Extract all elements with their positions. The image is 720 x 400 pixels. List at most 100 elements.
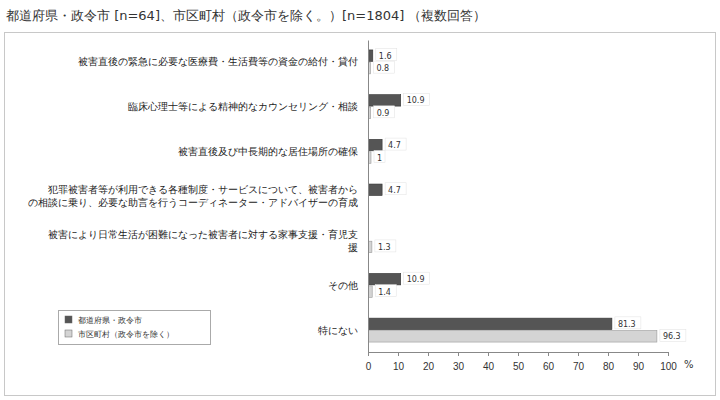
- data-label-box: [375, 285, 396, 297]
- legend: 都道府県・政令市市区町村（政令市を除く）: [59, 311, 211, 345]
- title: 都道府県・政令市 [n=64]、市区町村（政令市を除く。）[n=1804] （複…: [6, 8, 486, 23]
- data-label: 4.7: [388, 141, 401, 150]
- y-tick-label-line: 特にない: [318, 325, 358, 336]
- data-label: 1.4: [378, 288, 391, 297]
- legend-entry: 市区町村（政令市を除く）: [78, 330, 174, 339]
- x-tick-mark: [668, 352, 669, 356]
- x-tick-label: 0: [366, 361, 372, 372]
- y-tick: 特にない: [318, 325, 368, 336]
- y-tick-label-line: 被害直後及び中長期的な居住場所の確保: [178, 146, 358, 157]
- data-label-box: [404, 272, 430, 284]
- data-label: 96.3: [663, 332, 681, 341]
- y-tick: 被害直後の緊急に必要な医療費・生活費等の資金の給付・貸付: [78, 56, 368, 67]
- x-tick-label: 90: [633, 361, 645, 372]
- bar: [368, 184, 382, 195]
- data-label: 0.8: [376, 64, 389, 73]
- y-tick-label: 被害直後の緊急に必要な医療費・生活費等の資金の給付・貸付: [78, 56, 358, 67]
- series-bars: [368, 62, 657, 342]
- data-label: 1.6: [379, 52, 392, 61]
- x-tick-label: 30: [453, 361, 465, 372]
- x-tick-mark: [428, 352, 429, 356]
- x-axis-line: [369, 353, 669, 357]
- x-tick-mark: [368, 352, 369, 356]
- y-tick-label: 犯罪被害者等が利用できる各種制度・サービスについて、被害者からの相談に乗り、必要…: [28, 184, 358, 208]
- data-label: 10.9: [407, 96, 425, 105]
- data-label-box: [373, 61, 394, 73]
- y-axis-line: [368, 41, 369, 353]
- data-label-box: [376, 49, 397, 61]
- data-label-box: [385, 138, 406, 150]
- y-tick-label: その他: [328, 280, 358, 291]
- x-tick: 100: [660, 352, 677, 372]
- x-tick: 30: [453, 352, 465, 372]
- y-tick-label-line: 臨床心理士等による精神的なカウンセリング・相談: [128, 101, 358, 112]
- y-tick-label-line: 援: [348, 242, 358, 253]
- bar: [368, 273, 401, 284]
- x-tick: 60: [543, 352, 555, 372]
- data-label: 10.9: [407, 275, 425, 284]
- y-tick-label: 被害直後及び中長期的な居住場所の確保: [178, 146, 358, 157]
- x-tick-label: 100: [660, 361, 677, 372]
- x-tick: 10: [393, 352, 405, 372]
- x-tick: 20: [423, 352, 435, 372]
- bar: [368, 95, 401, 106]
- data-label-box: [375, 240, 396, 252]
- y-axis: 被害直後の緊急に必要な医療費・生活費等の資金の給付・貸付臨床心理士等による精神的…: [28, 41, 369, 353]
- data-label-box: [385, 183, 406, 195]
- data-label-box: [660, 329, 686, 341]
- legend-entry: 都道府県・政令市: [78, 316, 142, 325]
- x-tick-mark: [578, 352, 579, 356]
- legend-swatch: [65, 316, 72, 323]
- x-tick: 40: [483, 352, 495, 372]
- y-tick: 被害直後及び中長期的な居住場所の確保: [178, 146, 368, 157]
- y-tick: その他: [328, 280, 368, 291]
- x-tick-mark: [488, 352, 489, 356]
- bar: [368, 139, 382, 150]
- data-label-box: [615, 317, 641, 329]
- data-label-box: [404, 93, 430, 105]
- y-tick-label-line: の相談に乗り、必要な助言を行うコーディネーター・アドバイザーの育成: [28, 197, 358, 208]
- y-tick-label: 臨床心理士等による精神的なカウンセリング・相談: [128, 101, 358, 112]
- x-tick-mark: [458, 352, 459, 356]
- x-tick: 80: [603, 352, 615, 372]
- y-tick-label: 被害により日常生活が困難になった被害者に対する家事支援・育児支援: [48, 229, 358, 253]
- data-label: 81.3: [618, 320, 636, 329]
- x-tick: 90: [633, 352, 645, 372]
- data-label: 0.9: [377, 109, 390, 118]
- x-tick-mark: [518, 352, 519, 356]
- y-tick: 臨床心理士等による精神的なカウンセリング・相談: [128, 101, 368, 112]
- x-tick-label: 80: [603, 361, 615, 372]
- x-tick: 0: [366, 352, 372, 372]
- chart-frame: [5, 33, 716, 396]
- legend-swatch: [65, 330, 72, 337]
- x-tick-label: 40: [483, 361, 495, 372]
- y-tick-label: 特にない: [318, 325, 358, 336]
- series-bars: [368, 50, 612, 330]
- x-axis: 0 10 20 30 40 50 60 70 80 90 100: [366, 352, 678, 372]
- bar: [368, 318, 612, 329]
- y-tick-label-line: 犯罪被害者等が利用できる各種制度・サービスについて、被害者から: [48, 184, 358, 195]
- data-labels: 1.6 10.9 4.7 4.7 10.9 81.3 0.8 0.9 1 1.3 1.4 96.3: [373, 49, 686, 342]
- chart: 都道府県・政令市 [n=64]、市区町村（政令市を除く。）[n=1804] （複…: [0, 0, 720, 400]
- bars: [368, 50, 657, 342]
- y-tick: 犯罪被害者等が利用できる各種制度・サービスについて、被害者からの相談に乗り、必要…: [28, 184, 368, 208]
- data-label: 1: [377, 154, 382, 163]
- x-axis-label: %: [684, 359, 694, 370]
- x-tick-label: 20: [423, 361, 435, 372]
- x-tick-label: 60: [543, 361, 555, 372]
- x-tick-mark: [638, 352, 639, 356]
- x-tick-label: 50: [513, 361, 525, 372]
- x-tick: 50: [513, 352, 525, 372]
- data-label: 1.3: [378, 243, 391, 252]
- bar: [368, 331, 657, 342]
- x-tick-label: 10: [393, 361, 405, 372]
- data-label-box: [374, 151, 385, 163]
- x-tick: 70: [573, 352, 585, 372]
- data-label-box: [374, 106, 395, 118]
- x-tick-mark: [398, 352, 399, 356]
- y-tick-label-line: 被害により日常生活が困難になった被害者に対する家事支援・育児支: [48, 229, 358, 240]
- x-tick-mark: [608, 352, 609, 356]
- x-tick-mark: [548, 352, 549, 356]
- y-tick-label-line: 被害直後の緊急に必要な医療費・生活費等の資金の給付・貸付: [78, 56, 358, 67]
- data-label: 4.7: [388, 186, 401, 195]
